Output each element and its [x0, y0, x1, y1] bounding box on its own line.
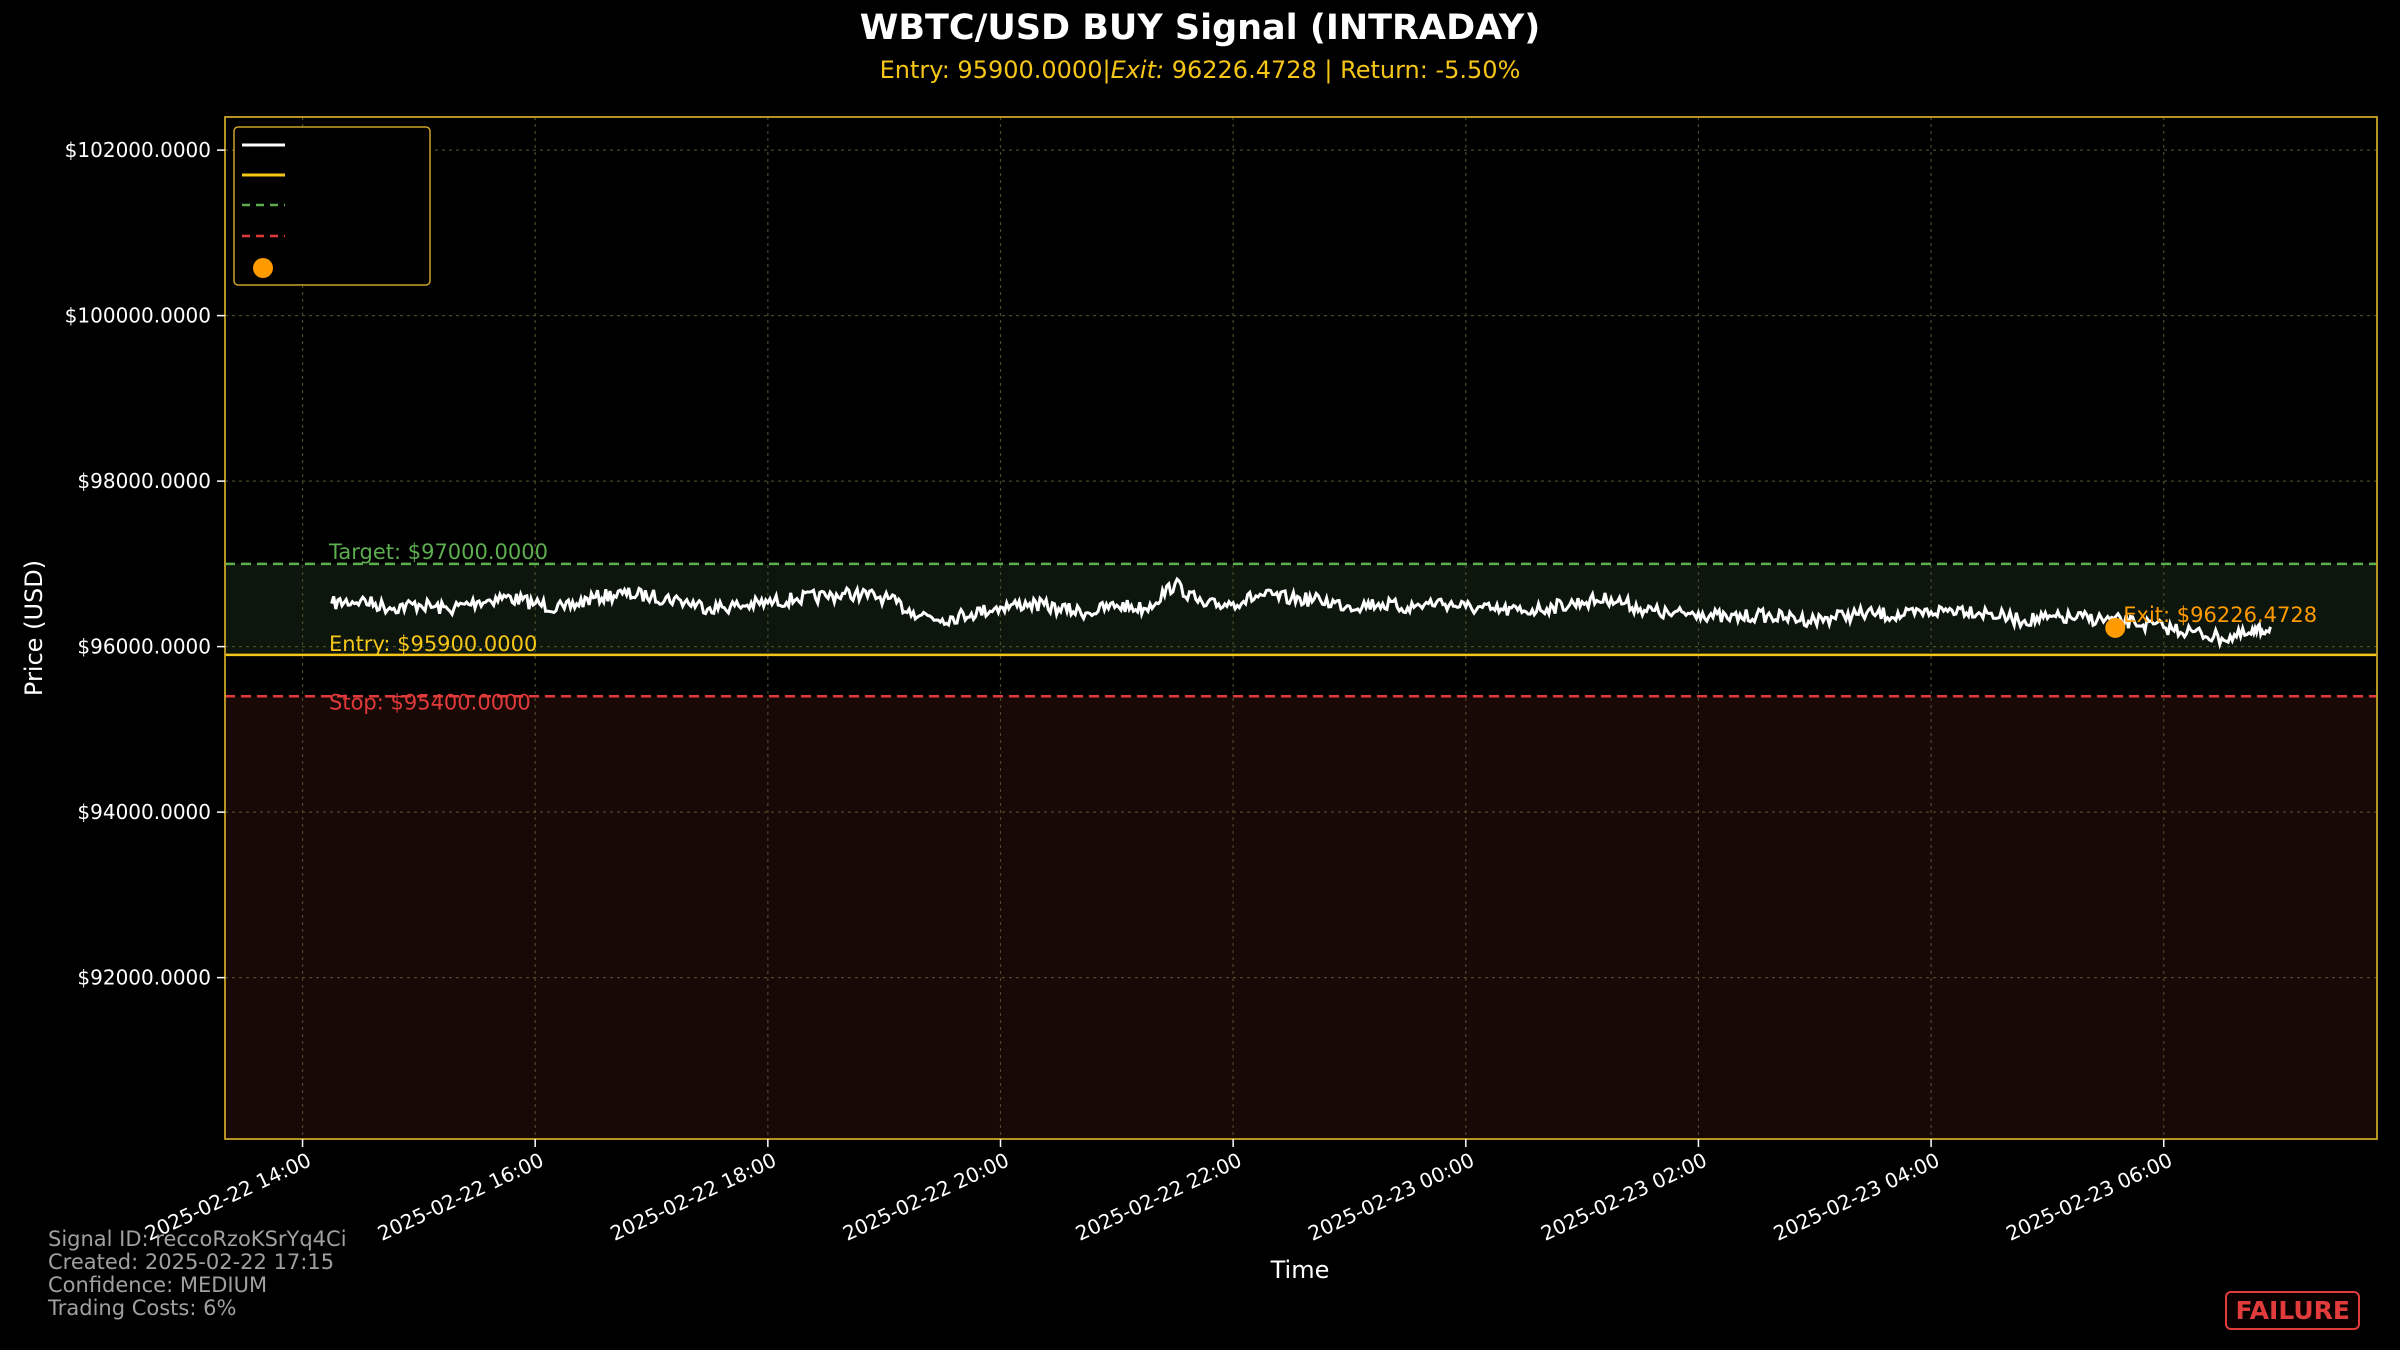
chart-subtitle: Entry: 95900.0000|Exit: 96226.4728 | Ret… [0, 56, 2400, 84]
subtitle-exit-label: Exit: [1110, 56, 1165, 84]
x-tick-label: 2025-02-22 16:00 [374, 1148, 547, 1246]
signal-id: Signal ID: reccoRzoKSrYq4Ci [48, 1227, 347, 1251]
y-tick-label: $98000.0000 [77, 469, 211, 493]
y-tick-label: $96000.0000 [77, 635, 211, 659]
price-series-line [330, 576, 2272, 650]
x-tick-label: 2025-02-23 04:00 [1770, 1148, 1943, 1246]
signal-info: Signal ID: reccoRzoKSrYq4Ci Created: 202… [48, 1228, 347, 1320]
subtitle-entry: Entry: 95900.0000| [879, 56, 1111, 84]
y-tick-label: $100000.0000 [65, 304, 211, 328]
subtitle-return: | Return: -5.50% [1316, 56, 1521, 84]
stop-zone [225, 696, 2377, 1139]
stop-label: Stop: $95400.0000 [329, 690, 531, 714]
y-tick-label: $102000.0000 [65, 138, 211, 162]
signal-trading-costs: Trading Costs: 6% [48, 1296, 237, 1320]
level-lines [225, 562, 2377, 698]
target-label: Target: $97000.0000 [328, 540, 548, 564]
target-zone [225, 563, 2377, 655]
y-tick-label: $94000.0000 [77, 800, 211, 824]
y-axis-label: Price (USD) [20, 560, 48, 696]
x-tick-label: 2025-02-23 00:00 [1304, 1148, 1477, 1246]
status-badge: FAILURE [2225, 1291, 2360, 1330]
subtitle-exit-value: 96226.4728 [1164, 56, 1317, 84]
plot-frame [224, 116, 2378, 1140]
x-tick-label: 2025-02-22 20:00 [839, 1148, 1012, 1246]
x-axis-label: Time [1270, 1256, 1330, 1284]
y-tick-label: $92000.0000 [77, 966, 211, 990]
level-labels: Target: $97000.0000 Entry: $95900.0000 Sto… [328, 540, 2317, 714]
x-tick-label: 2025-02-22 22:00 [1072, 1148, 1245, 1246]
x-axis: 2025-02-22 14:00 2025-02-22 16:00 2025-02-… [141, 1139, 2176, 1246]
signal-created: Created: 2025-02-22 17:15 [48, 1250, 335, 1274]
legend [233, 126, 431, 286]
chart-title: WBTC/USD BUY Signal (INTRADAY) [859, 8, 1541, 48]
x-tick-label: 2025-02-23 02:00 [1537, 1148, 1710, 1246]
exit-marker [2105, 617, 2126, 638]
exit-label: Exit: $96226.4728 [2123, 603, 2317, 627]
entry-label: Entry: $95900.0000 [329, 632, 537, 656]
signal-confidence: Confidence: MEDIUM [48, 1273, 268, 1297]
y-axis: $92000.0000 $94000.0000 $96000.0000 $98000.… [65, 138, 225, 990]
x-tick-label: 2025-02-23 06:00 [2002, 1148, 2175, 1246]
legend-box [233, 126, 431, 286]
legend-exit-handle [253, 258, 273, 278]
x-tick-label: 2025-02-22 18:00 [606, 1148, 779, 1246]
